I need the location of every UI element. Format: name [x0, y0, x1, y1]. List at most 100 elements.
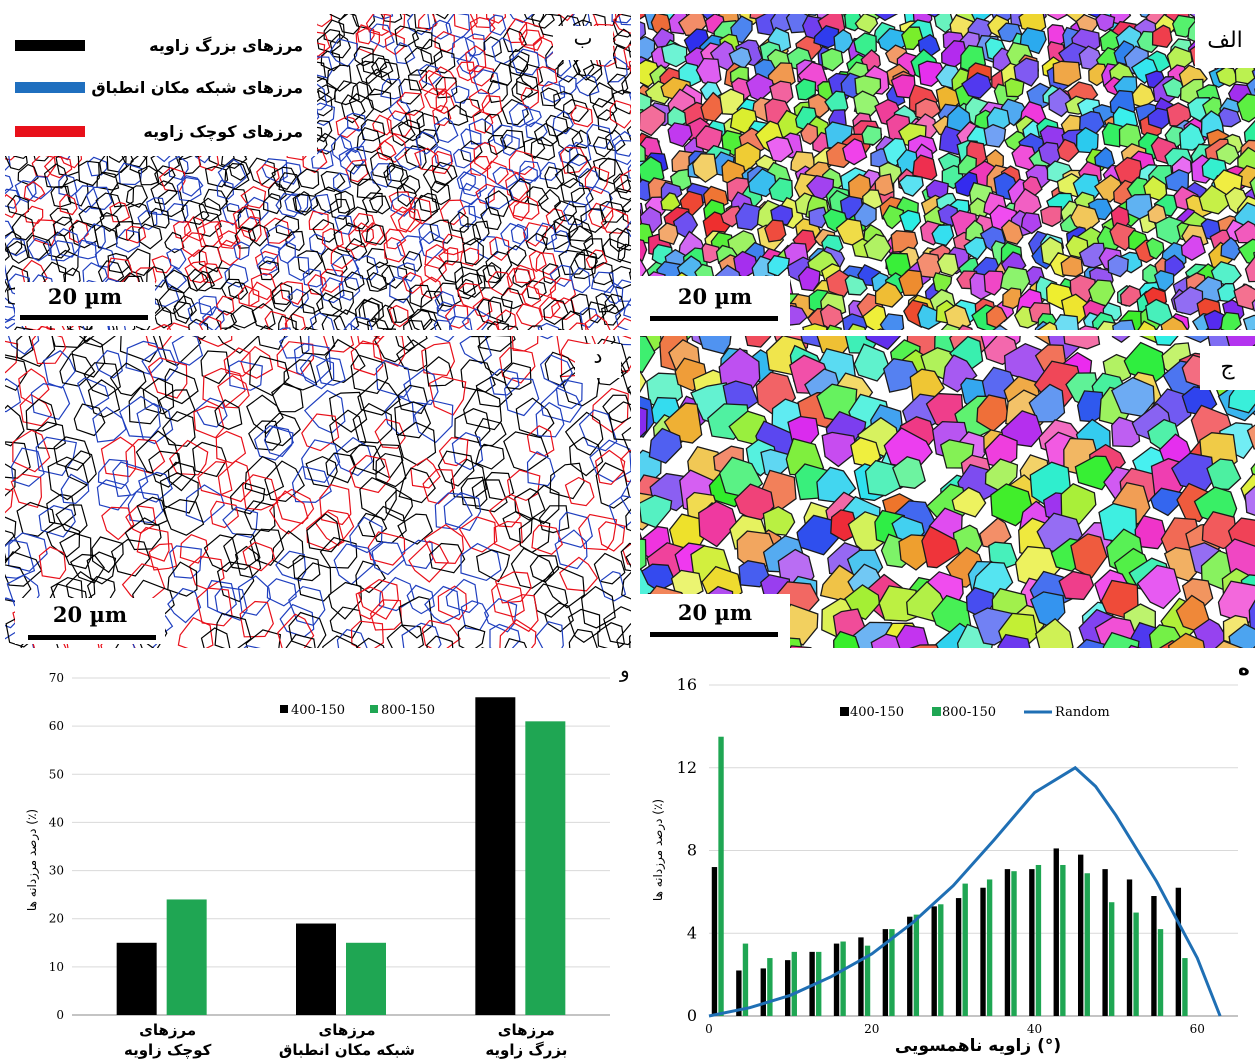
grain-boundary — [505, 172, 529, 201]
scale-bar-label: 20 µm — [677, 284, 753, 309]
grain-boundary — [275, 488, 315, 525]
grain-boundary — [71, 337, 106, 378]
grain-boundary — [557, 14, 574, 22]
grain — [1013, 57, 1039, 87]
grain-boundary — [5, 188, 21, 209]
grain-boundary — [438, 246, 459, 266]
grain-boundary — [55, 504, 88, 535]
panel-letter-c: ج — [1200, 346, 1255, 390]
grain-boundary — [279, 280, 304, 305]
grain-boundary — [251, 302, 276, 330]
grain-boundary — [568, 141, 592, 167]
scale-bar-label: 20 µm — [52, 602, 128, 627]
grain — [1052, 60, 1082, 87]
grain-boundary — [599, 200, 627, 223]
grain-boundary — [86, 156, 108, 177]
grain-boundary — [243, 644, 261, 648]
grain-boundary — [515, 303, 544, 328]
grain-boundary — [271, 289, 292, 313]
grain-boundary — [563, 200, 587, 226]
grain-boundary — [328, 581, 362, 620]
grain-boundary — [85, 186, 113, 211]
grain — [1153, 269, 1175, 292]
grain-boundary — [475, 376, 513, 408]
grain-boundary — [83, 336, 116, 348]
grain-boundary — [432, 161, 458, 186]
grain — [853, 343, 890, 382]
grain-boundary — [535, 401, 565, 438]
grain-boundary — [494, 571, 532, 604]
grain-boundary — [223, 533, 261, 570]
grain-boundary — [278, 172, 301, 194]
grain — [1249, 176, 1255, 199]
grain-boundary — [242, 541, 276, 572]
grain-boundary — [544, 351, 578, 387]
grain — [640, 258, 648, 280]
grain-boundary — [150, 324, 172, 330]
grain — [1070, 533, 1108, 579]
grain — [1136, 564, 1181, 610]
grain-boundary — [390, 121, 416, 147]
grain-boundary — [374, 418, 406, 449]
grain-boundary — [202, 367, 246, 409]
bar-400-150 — [1175, 887, 1182, 1016]
grain — [1056, 138, 1080, 163]
grain-boundary — [230, 304, 257, 329]
grain-boundary — [386, 624, 425, 648]
grain-boundary — [200, 350, 230, 385]
grain-boundary — [541, 80, 566, 103]
grain — [1040, 205, 1063, 228]
grain-boundary — [346, 112, 366, 132]
grain-boundary — [525, 280, 547, 300]
grain-boundary — [325, 338, 366, 384]
y-tick-label: 60 — [49, 719, 64, 733]
grain-boundary — [196, 336, 233, 347]
grain-boundary — [627, 163, 631, 179]
scale-bar-c: 20 µm — [640, 594, 790, 648]
grain-boundary — [434, 31, 455, 53]
bar-400-150 — [955, 898, 962, 1016]
grain-boundary — [7, 336, 40, 355]
grain-boundary — [354, 298, 380, 328]
grain-boundary — [216, 179, 235, 200]
x-tick-label: 0 — [705, 1022, 713, 1036]
grain-boundary — [38, 546, 67, 580]
grain-boundary — [461, 272, 486, 298]
grain-boundary — [602, 394, 631, 424]
grain-boundary — [129, 153, 148, 175]
grain-boundary — [403, 319, 425, 330]
grain-boundary — [288, 611, 327, 648]
grain-boundary — [151, 255, 172, 274]
grain — [808, 206, 829, 229]
grain-boundary — [5, 193, 18, 219]
bar-400-150 — [475, 697, 516, 1015]
grain-boundary — [623, 297, 631, 319]
grain-boundary — [430, 180, 451, 206]
grain-boundary — [607, 73, 629, 96]
grain-boundary — [427, 66, 458, 96]
x-axis-label: زاویه ناهمسویی (°) — [895, 1036, 1061, 1056]
grain-boundary — [356, 126, 382, 154]
grain-boundary — [460, 542, 502, 582]
grain-boundary — [146, 266, 167, 288]
grain-boundary — [338, 147, 364, 175]
grain-boundary — [614, 139, 631, 166]
grain-boundary — [319, 484, 352, 526]
grain-boundary — [367, 531, 406, 566]
grain-boundary — [229, 482, 266, 515]
grain-boundary — [372, 336, 406, 367]
grain-boundary — [623, 44, 631, 69]
grain-boundary — [110, 538, 151, 577]
chart-legend: 400-150 800-150 Random — [840, 705, 1110, 720]
grain-boundary — [162, 410, 196, 447]
grain-boundary — [445, 14, 471, 39]
grain-boundary — [417, 64, 442, 86]
grain-boundary — [271, 166, 297, 191]
bar-400-150 — [931, 906, 937, 1016]
grain-boundary — [296, 168, 320, 190]
grain-boundary — [77, 160, 100, 187]
grain-boundary — [329, 391, 368, 433]
grain-boundary — [306, 513, 341, 553]
grain-boundary — [533, 276, 556, 297]
grain — [1183, 336, 1213, 344]
